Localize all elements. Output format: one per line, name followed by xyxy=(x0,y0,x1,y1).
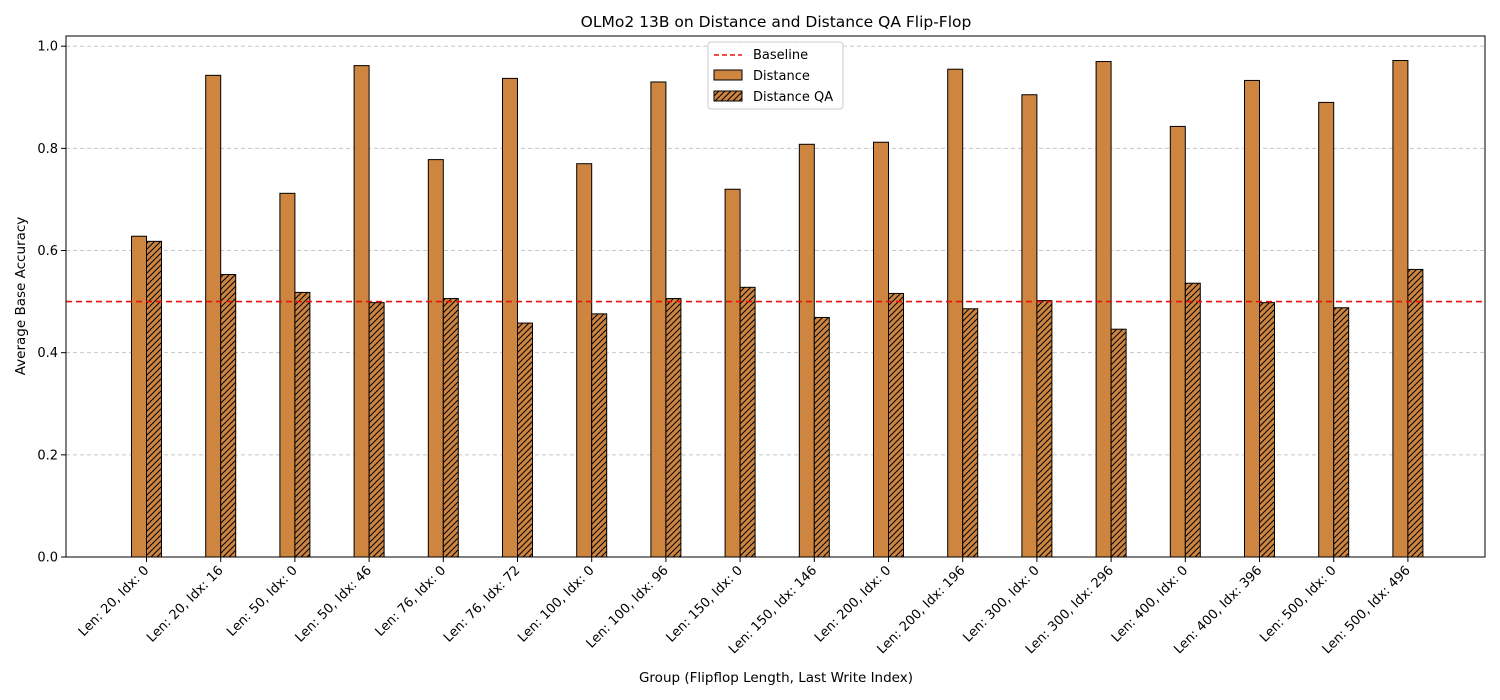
x-tick-label: Len: 100, Idx: 96 xyxy=(584,563,672,651)
bar-distance xyxy=(205,74,222,558)
x-tick-label: Len: 200, Idx: 0 xyxy=(812,563,894,645)
bar-distance xyxy=(1021,94,1038,558)
bar-distance xyxy=(1169,125,1186,558)
y-tick-label: 0.0 xyxy=(37,551,58,566)
bar-distance-qa xyxy=(146,240,162,558)
legend-distance-qa-label: Distance QA xyxy=(753,90,833,105)
bar-distance-qa xyxy=(1407,268,1424,558)
bar-distance xyxy=(279,192,296,558)
bar-distance-qa xyxy=(1333,307,1350,558)
x-tick-label: Len: 20, Idx: 0 xyxy=(76,563,152,639)
legend-distance-swatch xyxy=(713,69,743,81)
x-tick-label: Len: 50, Idx: 0 xyxy=(224,563,300,639)
y-tick-label: 0.6 xyxy=(37,244,58,259)
bar-distance-qa xyxy=(220,274,237,558)
bar-distance xyxy=(427,159,444,558)
bar-distance xyxy=(650,81,667,558)
y-tick-label: 0.4 xyxy=(37,346,58,361)
bar-distance xyxy=(353,65,370,558)
bar-distance-qa xyxy=(1036,300,1053,558)
bar-distance xyxy=(1318,101,1335,558)
bar-distance-qa xyxy=(517,322,533,558)
bar-distance-qa xyxy=(1184,282,1201,558)
bar-distance-qa xyxy=(888,292,904,558)
y-tick-label: 0.2 xyxy=(37,448,58,463)
bar-distance-qa xyxy=(813,316,830,558)
bar-distance-qa xyxy=(1259,302,1275,558)
bar-distance xyxy=(502,77,518,558)
x-tick-label: Len: 100, Idx: 0 xyxy=(515,563,597,645)
bar-distance-qa xyxy=(294,291,311,558)
bar-distance-qa xyxy=(442,298,459,558)
x-tick-label: Len: 150, Idx: 0 xyxy=(664,563,746,645)
x-tick-label: Len: 300, Idx: 0 xyxy=(960,563,1042,645)
x-tick-label: Len: 20, Idx: 16 xyxy=(144,563,226,645)
plot-frame xyxy=(65,35,1486,558)
bar-distance xyxy=(724,188,741,558)
y-tick-label: 1.0 xyxy=(37,40,58,55)
y-tick-label: 0.8 xyxy=(37,142,58,157)
bars xyxy=(131,60,1424,558)
bar-distance xyxy=(1095,61,1112,558)
bar-distance xyxy=(798,143,815,558)
x-tick-label: Len: 400, Idx: 0 xyxy=(1109,563,1191,645)
bar-distance xyxy=(1392,60,1409,558)
bar-distance-qa xyxy=(591,313,608,558)
legend: Baseline Distance Distance QA xyxy=(707,41,844,110)
x-tick-label: Len: 76, Idx: 0 xyxy=(373,563,449,639)
y-axis-ticks: 0.0 0.2 0.4 0.6 0.8 1.0 xyxy=(37,40,66,566)
bar-distance-qa xyxy=(739,286,756,558)
x-tick-label: Len: 500, Idx: 0 xyxy=(1257,563,1339,645)
bar-distance xyxy=(947,68,964,558)
x-tick-label: Len: 76, Idx: 72 xyxy=(441,563,523,645)
bar-distance xyxy=(576,163,593,558)
y-axis-title: Average Base Accuracy xyxy=(13,217,29,376)
legend-distance-qa-swatch xyxy=(713,90,743,102)
chart-title: OLMo2 13B on Distance and Distance QA Fl… xyxy=(581,13,972,31)
bar-distance xyxy=(1244,79,1260,558)
bar-distance-qa xyxy=(962,308,979,558)
bar-distance-qa xyxy=(1110,328,1127,558)
bar-distance-qa xyxy=(368,302,385,558)
bar-distance-qa xyxy=(665,298,682,558)
legend-baseline-label: Baseline xyxy=(753,48,808,63)
bar-distance xyxy=(131,235,147,558)
bar-distance xyxy=(873,141,889,558)
legend-distance-label: Distance xyxy=(753,69,810,84)
x-tick-label: Len: 50, Idx: 46 xyxy=(293,563,375,645)
x-axis-title: Group (Flipflop Length, Last Write Index… xyxy=(639,670,913,686)
